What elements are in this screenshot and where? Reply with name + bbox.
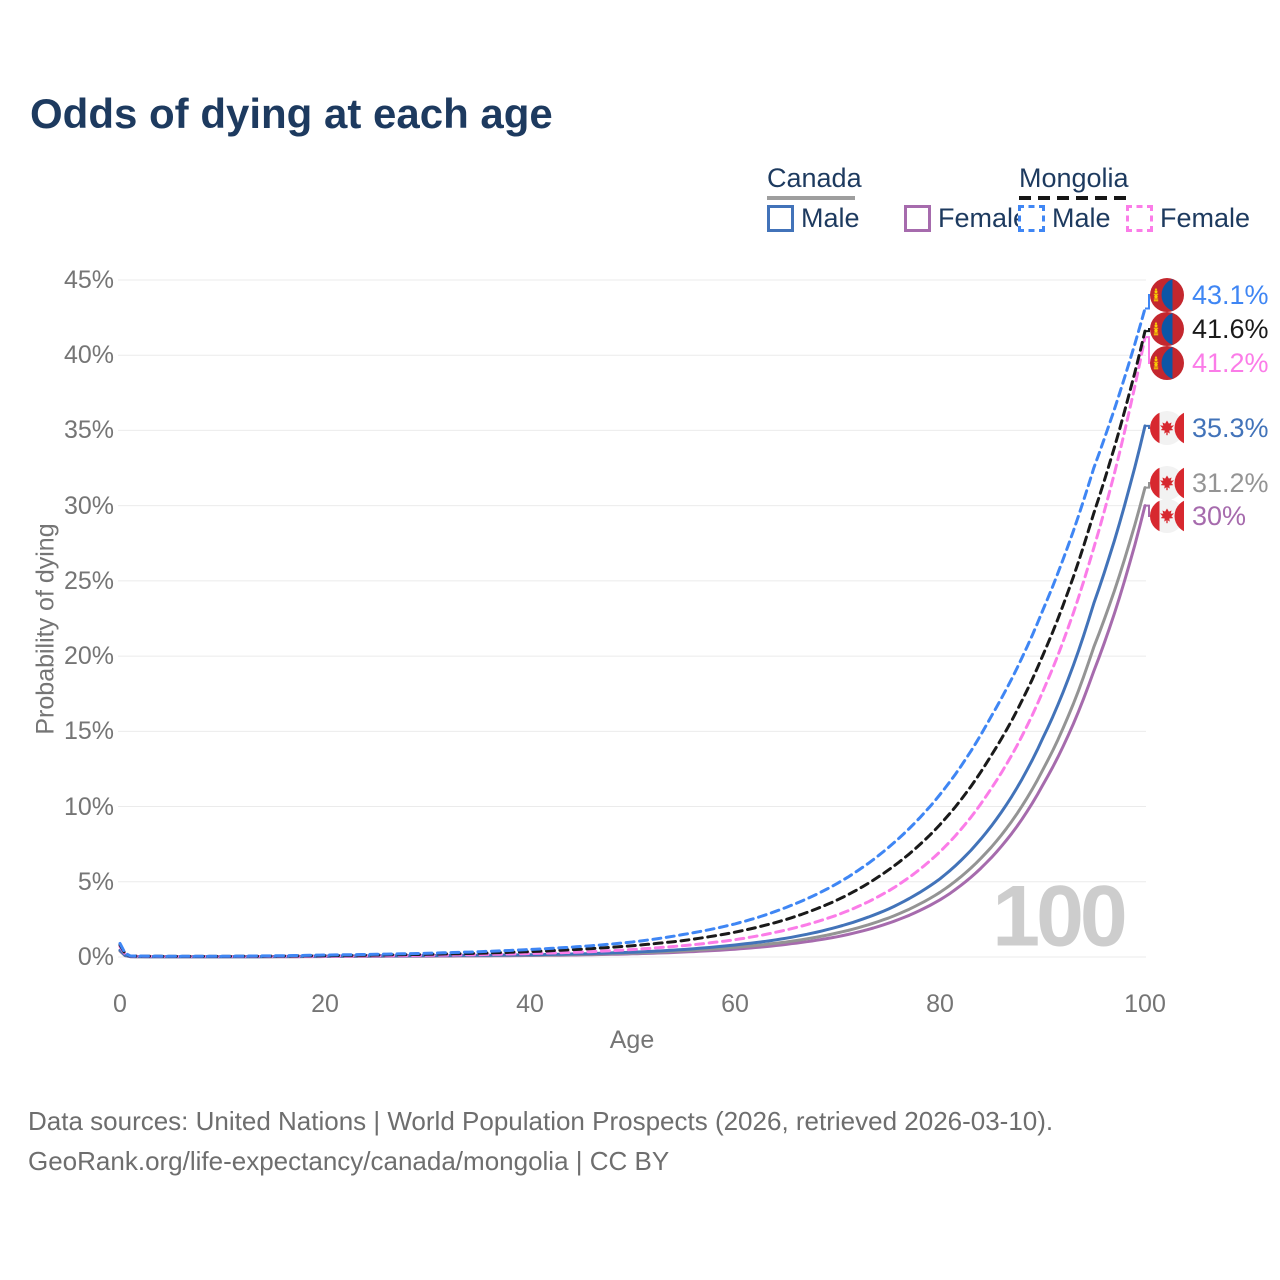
value-text: 41.6% [1192, 314, 1269, 344]
y-tick-label: 20% [63, 642, 114, 671]
mongolia-flag-icon [1150, 312, 1184, 346]
legend-group-canada: Canada [767, 163, 862, 193]
legend-canada-line-swatch [767, 196, 855, 200]
legend-item-canada-male[interactable]: Male [767, 203, 860, 234]
y-tick-label: 40% [63, 341, 114, 370]
canada-female-swatch-icon [904, 205, 931, 232]
value-text: 35.3% [1192, 413, 1269, 443]
y-tick-label: 35% [63, 416, 114, 445]
age-watermark: 100 [992, 868, 1127, 965]
mongolia-flag-icon [1150, 346, 1184, 380]
footer-attribution: GeoRank.org/life-expectancy/canada/mongo… [28, 1146, 670, 1176]
y-tick-label: 30% [63, 491, 114, 520]
series-value-label-canada-female[interactable]: 30% [1150, 499, 1246, 533]
legend-group-mongolia: Mongolia [1019, 163, 1129, 193]
canada-male-swatch-icon [767, 205, 794, 232]
x-tick-label: 40 [516, 990, 544, 1018]
y-tick-label: 10% [63, 792, 114, 821]
legend-item-mongolia-male[interactable]: Male [1018, 203, 1111, 234]
legend-label: Female [1160, 203, 1251, 233]
mongolia-male-swatch-icon [1018, 205, 1045, 232]
x-tick-label: 0 [113, 990, 127, 1018]
y-axis-title: Probability of dying [31, 523, 60, 735]
canada-flag-icon [1150, 411, 1184, 445]
legend-label: Male [1052, 203, 1111, 233]
y-tick-label: 25% [63, 566, 114, 595]
mongolia-female-swatch-icon [1126, 205, 1153, 232]
series-line-mongolia-all[interactable] [118, 329, 1147, 958]
value-text: 41.2% [1192, 348, 1269, 378]
y-tick-label: 45% [63, 265, 114, 294]
x-tick-label: 60 [721, 990, 749, 1018]
series-value-label-mongolia-female[interactable]: 41.2% [1150, 346, 1269, 380]
footer-data-sources: Data sources: United Nations | World Pop… [28, 1106, 1054, 1136]
series-value-label-canada-all[interactable]: 31.2% [1150, 466, 1269, 500]
y-tick-label: 5% [77, 867, 114, 896]
legend-item-mongolia-female[interactable]: Female [1126, 203, 1250, 234]
canada-flag-icon [1150, 499, 1184, 533]
legend-item-canada-female[interactable]: Female [904, 203, 1028, 234]
x-tick-label: 80 [926, 990, 954, 1018]
series-value-label-mongolia-male[interactable]: 43.1% [1150, 278, 1269, 312]
x-tick-label: 20 [311, 990, 339, 1018]
page-title: Odds of dying at each age [30, 90, 553, 137]
legend-label: Male [801, 203, 860, 233]
y-tick-label: 0% [77, 943, 114, 971]
series-value-label-mongolia-all[interactable]: 41.6% [1150, 312, 1269, 346]
canada-flag-icon [1150, 466, 1184, 500]
series-line-mongolia-male[interactable] [118, 307, 1147, 958]
legend-mongolia-line-swatch [1019, 196, 1129, 200]
value-text: 31.2% [1192, 468, 1269, 498]
legend-label: Female [938, 203, 1029, 233]
value-text: 30% [1192, 501, 1247, 531]
value-text: 43.1% [1192, 280, 1269, 310]
x-tick-label: 100 [1124, 990, 1166, 1018]
x-axis-title: Age [609, 1026, 655, 1054]
y-tick-label: 15% [63, 717, 114, 746]
series-line-canada-all[interactable] [118, 486, 1147, 959]
mongolia-flag-icon [1150, 278, 1184, 312]
series-value-label-canada-male[interactable]: 35.3% [1150, 411, 1269, 445]
